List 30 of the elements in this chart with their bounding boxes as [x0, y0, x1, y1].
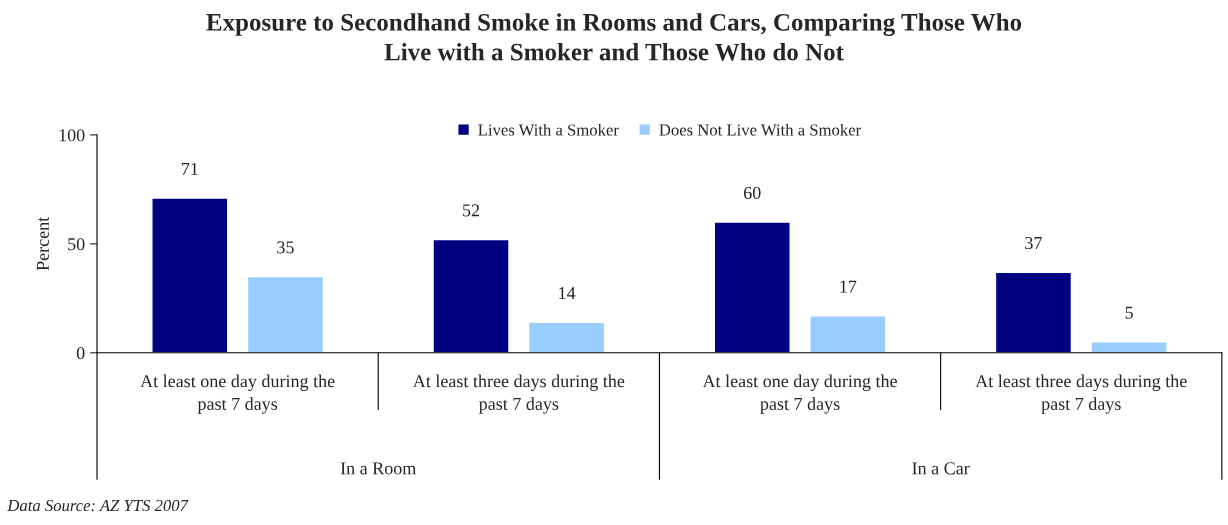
bar	[809, 315, 887, 353]
bar	[713, 221, 791, 353]
data-label: 52	[463, 204, 480, 217]
text: In a Room	[340, 462, 417, 475]
data-label: 37	[1025, 236, 1042, 250]
bar	[1090, 341, 1168, 353]
x-tick-label: At least three days during the past 7 days	[975, 374, 1187, 414]
x-tick-label: At least one day during the past 7 days	[702, 374, 897, 414]
chart-title: Exposure to Secondhand Smoke in Rooms and Cars, Comparing Those Who Live with a Smoker and Those Who do Not	[206, 13, 1022, 61]
bar	[527, 321, 606, 353]
source-note: Data Source: AZ YTS 2007	[7, 499, 189, 512]
data-label: 5	[1125, 306, 1133, 319]
data-label: 71	[181, 162, 198, 175]
y-axis-title: Percent	[36, 216, 49, 271]
text: In a Car	[912, 462, 970, 475]
data-label: 35	[277, 241, 294, 254]
bar	[151, 197, 229, 353]
data-label: 14	[559, 287, 576, 300]
legend-label: Does Not Live With a Smoker	[659, 123, 861, 136]
x-tick-label: At least three days during the past 7 days	[412, 374, 625, 414]
legend-label: Lives With a Smoker	[478, 123, 619, 136]
y-tick-label: 50	[68, 238, 85, 251]
y-tick-label: 100	[59, 129, 85, 142]
data-label: 60	[743, 186, 761, 199]
bar	[246, 275, 325, 353]
bar	[994, 271, 1073, 353]
y-tick-label: 0	[76, 347, 85, 360]
bar	[432, 238, 510, 353]
data-label: 17	[840, 280, 857, 293]
x-tick-label: At least one day during the past 7 days	[140, 374, 335, 414]
